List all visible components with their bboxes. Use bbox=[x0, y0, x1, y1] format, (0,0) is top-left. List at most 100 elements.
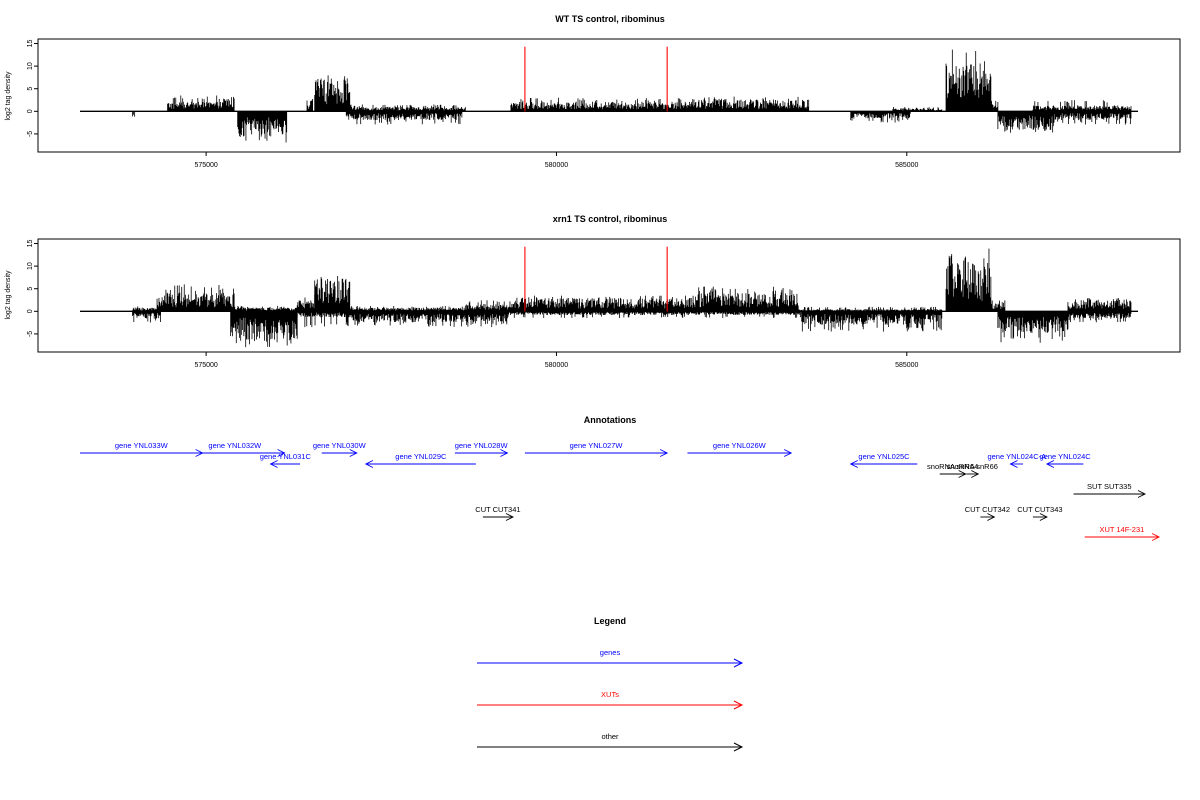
xrn1-density-region bbox=[464, 300, 515, 312]
wt-density-region bbox=[689, 96, 810, 112]
wt-density-region bbox=[314, 75, 351, 112]
wt-density-region bbox=[223, 96, 235, 112]
feature-label: CUT CUT342 bbox=[965, 505, 1010, 514]
feature-label: gene YNL029C bbox=[395, 452, 447, 461]
xrn1-y-axis-label: log2 tag density bbox=[5, 270, 12, 320]
xrn1-y-axis: -5 0 5 10 15 bbox=[27, 240, 39, 337]
feature-label: gene YNL024C bbox=[1040, 452, 1092, 461]
xrn1-y-tick-label: 15 bbox=[27, 240, 34, 248]
xrn1-density-region bbox=[692, 286, 799, 312]
xrn1-density-region bbox=[314, 275, 351, 312]
xrn1-density-region bbox=[514, 295, 694, 312]
legend-arrowhead-icon bbox=[733, 700, 744, 710]
arrowhead-icon bbox=[1039, 513, 1048, 521]
wt-x-tick-label: 580000 bbox=[545, 162, 568, 169]
xrn1-plot-box bbox=[37, 238, 1181, 353]
arrowhead-icon bbox=[971, 470, 980, 478]
wt-y-tick-label: 5 bbox=[27, 87, 34, 91]
xrn1-y-tick-label: -5 bbox=[27, 331, 34, 337]
wt-density-region bbox=[349, 104, 466, 112]
feature-label: gene YNL033W bbox=[115, 441, 169, 450]
annotation-feature: gene YNL029C bbox=[364, 452, 476, 468]
feature-label: gene YNL026W bbox=[713, 441, 767, 450]
wt-x-tick-label: 575000 bbox=[194, 162, 217, 169]
wt-density-bars bbox=[132, 49, 1132, 143]
arrowhead-icon bbox=[505, 513, 515, 521]
wt-plot-box bbox=[37, 38, 1181, 153]
legend-item-label: other bbox=[601, 732, 619, 741]
annotation-feature: gene YNL027W bbox=[524, 441, 669, 457]
arrowhead-icon bbox=[1151, 533, 1161, 541]
xrn1-density-region bbox=[233, 305, 298, 312]
xrn1-density-region bbox=[997, 311, 1069, 343]
annotations-title: Annotations bbox=[584, 415, 637, 425]
feature-label: snoRNA snR66 bbox=[947, 462, 998, 471]
xrn1-density-region bbox=[1067, 298, 1132, 312]
wt-marker-lines bbox=[524, 46, 668, 112]
legend-item: XUTs bbox=[477, 690, 744, 710]
legend-item: genes bbox=[477, 648, 744, 668]
xrn1-density-region bbox=[345, 311, 508, 328]
wt-x-tick-label: 585000 bbox=[895, 162, 918, 169]
legend-item-label: genes bbox=[600, 648, 621, 657]
xrn1-density-region bbox=[230, 311, 298, 348]
arrowhead-icon bbox=[364, 460, 374, 468]
wt-density-region bbox=[132, 111, 136, 117]
legend-items: genes XUTs other bbox=[477, 648, 744, 752]
xrn1-density-region bbox=[132, 306, 158, 312]
wt-density-region bbox=[167, 95, 225, 112]
wt-y-tick-label: 0 bbox=[27, 109, 34, 113]
feature-label: snoRNA snR64 bbox=[927, 462, 978, 471]
arrowhead-icon bbox=[659, 449, 669, 457]
xrn1-density-bars bbox=[132, 248, 1132, 348]
xrn1-density-region bbox=[1067, 311, 1132, 323]
wt-density-region bbox=[345, 111, 463, 125]
arrowhead-icon bbox=[987, 513, 996, 521]
wt-density-region bbox=[945, 49, 992, 112]
xrn1-density-region bbox=[945, 248, 992, 312]
wt-density-region bbox=[990, 100, 999, 112]
xrn1-y-tick-label: 0 bbox=[27, 309, 34, 313]
annotation-feature: CUT CUT341 bbox=[475, 505, 521, 521]
annotation-feature: snoRNA snR66 bbox=[947, 462, 998, 478]
annotation-feature: CUT CUT343 bbox=[1017, 505, 1063, 521]
arrowhead-icon bbox=[500, 449, 509, 457]
wt-y-tick-label: -5 bbox=[27, 131, 34, 137]
xrn1-panel-title: xrn1 TS control, ribominus bbox=[553, 214, 668, 224]
xrn1-density-region bbox=[507, 311, 803, 319]
annotation-feature: gene YNL024C bbox=[1040, 452, 1092, 468]
wt-density-region bbox=[306, 99, 314, 112]
wt-y-tick-label: 15 bbox=[27, 40, 34, 48]
annotation-feature: snoRNA snR64 bbox=[927, 462, 978, 478]
arrowhead-icon bbox=[958, 470, 967, 478]
annotation-feature: XUT 14F-231 bbox=[1084, 525, 1161, 541]
xrn1-density-region bbox=[296, 294, 316, 312]
annotations-panel: Annotations gene YNL033W gene YNL032W gene… bbox=[80, 415, 1161, 541]
feature-label: SUT SUT335 bbox=[1087, 482, 1131, 491]
xrn1-density-region bbox=[132, 311, 161, 323]
feature-label: gene YNL031C bbox=[260, 452, 312, 461]
annotation-feature: gene YNL032W bbox=[185, 441, 286, 457]
arrowhead-icon bbox=[849, 460, 858, 468]
annotation-feature: gene YNL030W bbox=[313, 441, 367, 457]
xrn1-panel: xrn1 TS control, ribominus log2 tag dens… bbox=[5, 214, 1181, 369]
arrowhead-icon bbox=[783, 449, 793, 457]
arrowhead-icon bbox=[1009, 460, 1018, 468]
xrn1-x-tick-label: 580000 bbox=[545, 362, 568, 369]
xrn1-density-region bbox=[156, 284, 235, 312]
legend-item: other bbox=[477, 732, 744, 752]
xrn1-y-tick-label: 10 bbox=[27, 262, 34, 270]
xrn1-density-region bbox=[990, 300, 1006, 312]
feature-label: CUT CUT341 bbox=[475, 505, 520, 514]
annotation-feature: SUT SUT335 bbox=[1073, 482, 1147, 498]
feature-label: gene YNL032W bbox=[208, 441, 262, 450]
xrn1-x-tick-label: 575000 bbox=[194, 362, 217, 369]
legend-item-label: XUTs bbox=[601, 690, 619, 699]
wt-density-region bbox=[510, 97, 690, 112]
wt-panel-title: WT TS control, ribominus bbox=[555, 14, 665, 24]
wt-density-region bbox=[997, 111, 1055, 133]
feature-label: CUT CUT343 bbox=[1017, 505, 1062, 514]
annotation-feature: gene YNL024C-A bbox=[987, 452, 1046, 468]
